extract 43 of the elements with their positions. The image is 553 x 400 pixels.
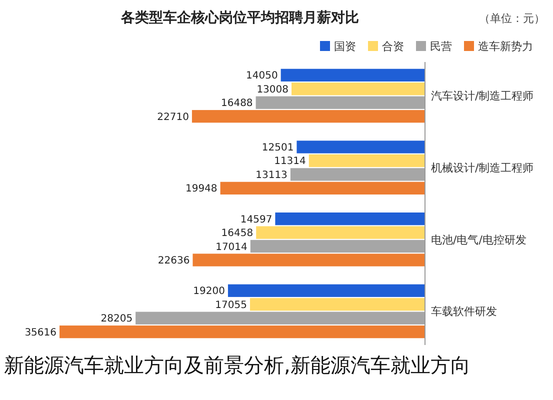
bar (275, 212, 425, 226)
data-label: 13113 (256, 170, 288, 181)
data-label: 12501 (262, 142, 294, 154)
data-label: 16458 (221, 228, 254, 240)
y-tick-label: 电池/电气/电控研发 (431, 233, 526, 246)
data-label: 17014 (216, 242, 248, 253)
bar (290, 168, 425, 181)
bar (136, 312, 425, 324)
bar (292, 82, 425, 96)
bar (256, 96, 425, 109)
data-label: 19948 (185, 184, 218, 195)
text: （单位：元） (479, 12, 545, 25)
data-label: 13008 (256, 84, 289, 96)
bar (296, 140, 425, 154)
data-label: 14597 (240, 214, 272, 226)
bar (228, 284, 425, 297)
data-label: 28205 (100, 314, 133, 325)
data-label: 16488 (220, 98, 253, 110)
data-label: 19200 (193, 286, 225, 298)
legend-label: 合资 (382, 40, 404, 53)
bar (280, 68, 425, 82)
bar (256, 226, 425, 239)
bar (308, 154, 425, 168)
data-label: 22710 (157, 112, 189, 123)
bar (192, 110, 425, 123)
chart-title: 各类型车企核心岗位平均招聘月薪对比 (120, 9, 359, 26)
y-tick-label: 汽车设计/制造工程师 (431, 90, 534, 103)
bar (192, 254, 425, 266)
data-label: 35616 (24, 327, 57, 338)
legend-label: 民营 (430, 40, 452, 53)
bar (220, 182, 425, 194)
bar (250, 298, 425, 311)
data-label: 17055 (215, 300, 247, 311)
data-label: 22636 (158, 256, 190, 267)
y-tick-label: 机械设计/制造工程师 (431, 161, 534, 174)
bar (250, 240, 425, 253)
legend-label: 国资 (334, 40, 356, 53)
y-tick-label: 车载软件研发 (431, 305, 497, 318)
bar (60, 326, 425, 338)
data-label: 11314 (274, 156, 306, 168)
text: 新能源汽车就业方向及前景分析,新能源汽车就业方向 (4, 353, 470, 377)
data-label: 14050 (246, 70, 278, 82)
legend-label: 造车新势力 (478, 40, 533, 53)
